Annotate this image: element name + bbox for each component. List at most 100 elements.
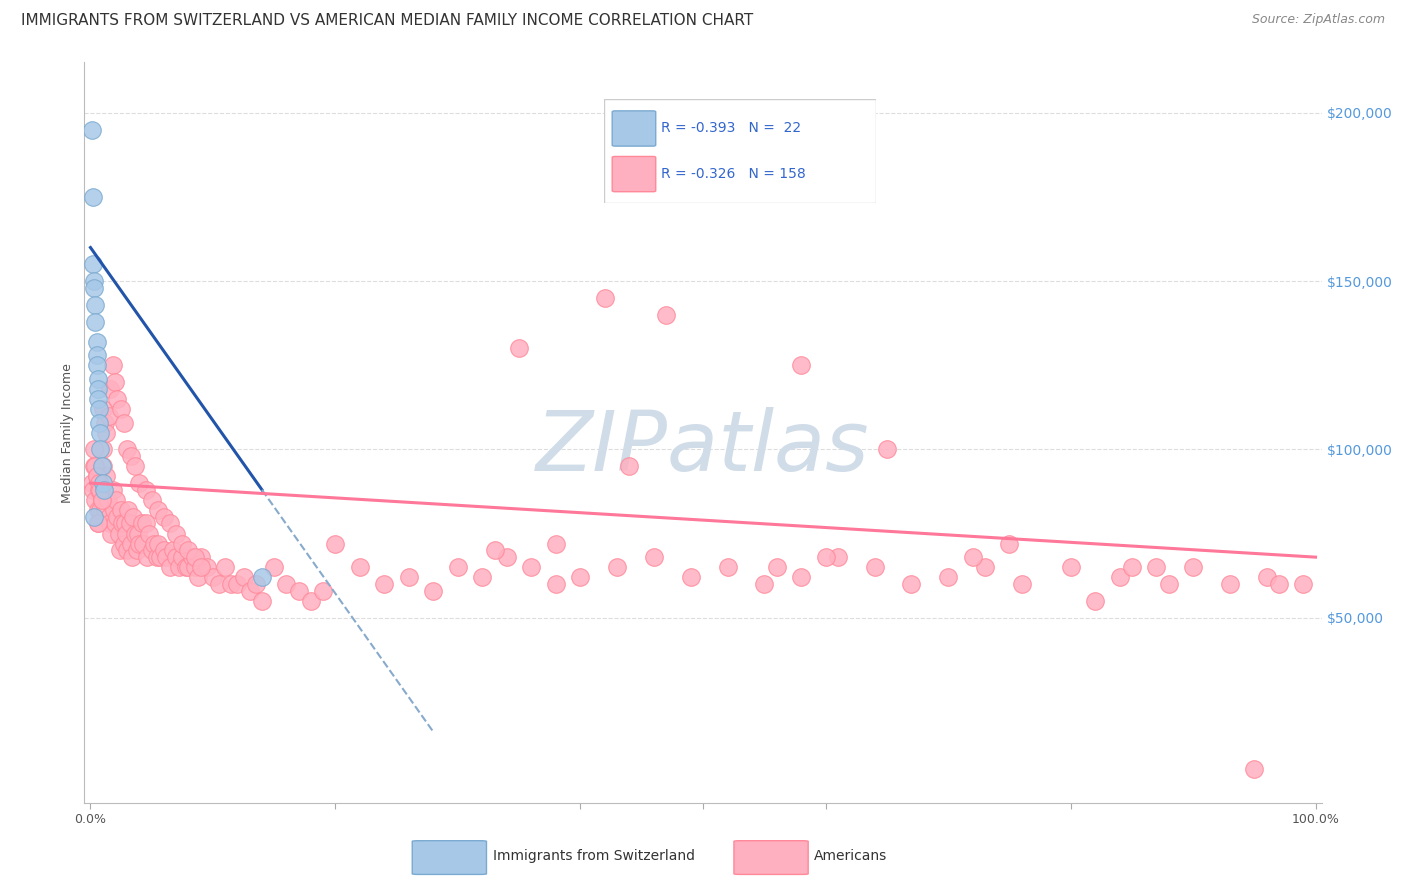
Point <box>149 550 172 565</box>
Point <box>569 570 592 584</box>
Point <box>250 570 273 584</box>
Point <box>91 476 114 491</box>
Point <box>82 190 104 204</box>
Point <box>153 509 176 524</box>
Point <box>122 509 145 524</box>
Point <box>104 375 127 389</box>
Point <box>754 577 776 591</box>
Point <box>128 476 150 491</box>
Point <box>679 570 702 584</box>
Point <box>124 526 146 541</box>
Point <box>89 483 111 497</box>
Point <box>276 577 298 591</box>
Point <box>100 526 122 541</box>
Point <box>183 550 205 565</box>
Point <box>146 503 169 517</box>
Point <box>159 560 181 574</box>
Point <box>312 583 335 598</box>
Point <box>125 543 148 558</box>
Point <box>162 543 184 558</box>
Text: ZIPatlas: ZIPatlas <box>536 407 870 488</box>
Point <box>484 543 506 558</box>
Point <box>962 550 984 565</box>
Point <box>172 537 194 551</box>
Point <box>155 550 177 565</box>
Point <box>226 577 249 591</box>
Point <box>87 516 110 531</box>
Point <box>1084 594 1107 608</box>
Point <box>94 416 117 430</box>
Point <box>82 257 104 271</box>
Point <box>145 550 167 565</box>
Point <box>112 416 135 430</box>
Point <box>89 425 111 440</box>
Point <box>900 577 922 591</box>
Point <box>89 442 111 457</box>
Point <box>141 543 163 558</box>
Point <box>325 537 347 551</box>
Point <box>208 577 231 591</box>
Point <box>373 577 395 591</box>
Point <box>124 459 146 474</box>
Point <box>167 560 190 574</box>
Point <box>128 537 150 551</box>
Point <box>827 550 849 565</box>
Text: Source: ZipAtlas.com: Source: ZipAtlas.com <box>1251 13 1385 27</box>
Point <box>398 570 420 584</box>
Point <box>96 469 118 483</box>
Point <box>1144 560 1167 574</box>
Point <box>135 516 157 531</box>
Point <box>716 560 738 574</box>
Point <box>115 543 138 558</box>
Point <box>1268 577 1291 591</box>
Point <box>93 483 115 497</box>
Point <box>127 526 149 541</box>
Point <box>1108 570 1130 584</box>
Point <box>973 560 995 574</box>
Point <box>87 476 110 491</box>
Point <box>135 483 157 497</box>
Point <box>105 492 128 507</box>
Point <box>1011 577 1033 591</box>
Point <box>790 570 813 584</box>
Point <box>181 550 204 565</box>
Point <box>863 560 886 574</box>
Point <box>245 577 267 591</box>
Point <box>132 537 155 551</box>
FancyBboxPatch shape <box>734 840 808 874</box>
Point <box>86 359 108 373</box>
Point <box>146 537 169 551</box>
FancyBboxPatch shape <box>612 156 655 192</box>
Point <box>643 550 665 565</box>
Point <box>165 550 187 565</box>
Point <box>120 537 142 551</box>
Point <box>87 416 110 430</box>
Text: R = -0.326   N = 158: R = -0.326 N = 158 <box>661 167 806 181</box>
Point <box>190 550 212 565</box>
Point <box>84 492 107 507</box>
Point <box>87 382 110 396</box>
Point <box>84 315 107 329</box>
Point <box>263 560 285 574</box>
Point <box>93 483 115 497</box>
Point <box>107 526 129 541</box>
Point <box>496 550 519 565</box>
Point <box>111 516 134 531</box>
Point <box>141 492 163 507</box>
Point <box>98 516 121 531</box>
Point <box>87 392 110 406</box>
Point <box>107 509 129 524</box>
Point <box>94 503 117 517</box>
Point <box>1157 577 1180 591</box>
Point <box>593 291 616 305</box>
Point <box>87 372 110 386</box>
Point <box>299 594 322 608</box>
Point <box>172 550 194 565</box>
Point <box>84 298 107 312</box>
Point <box>287 583 309 598</box>
Point <box>103 503 125 517</box>
Point <box>165 526 187 541</box>
Point <box>876 442 898 457</box>
Point <box>91 442 114 457</box>
Point <box>1219 577 1241 591</box>
